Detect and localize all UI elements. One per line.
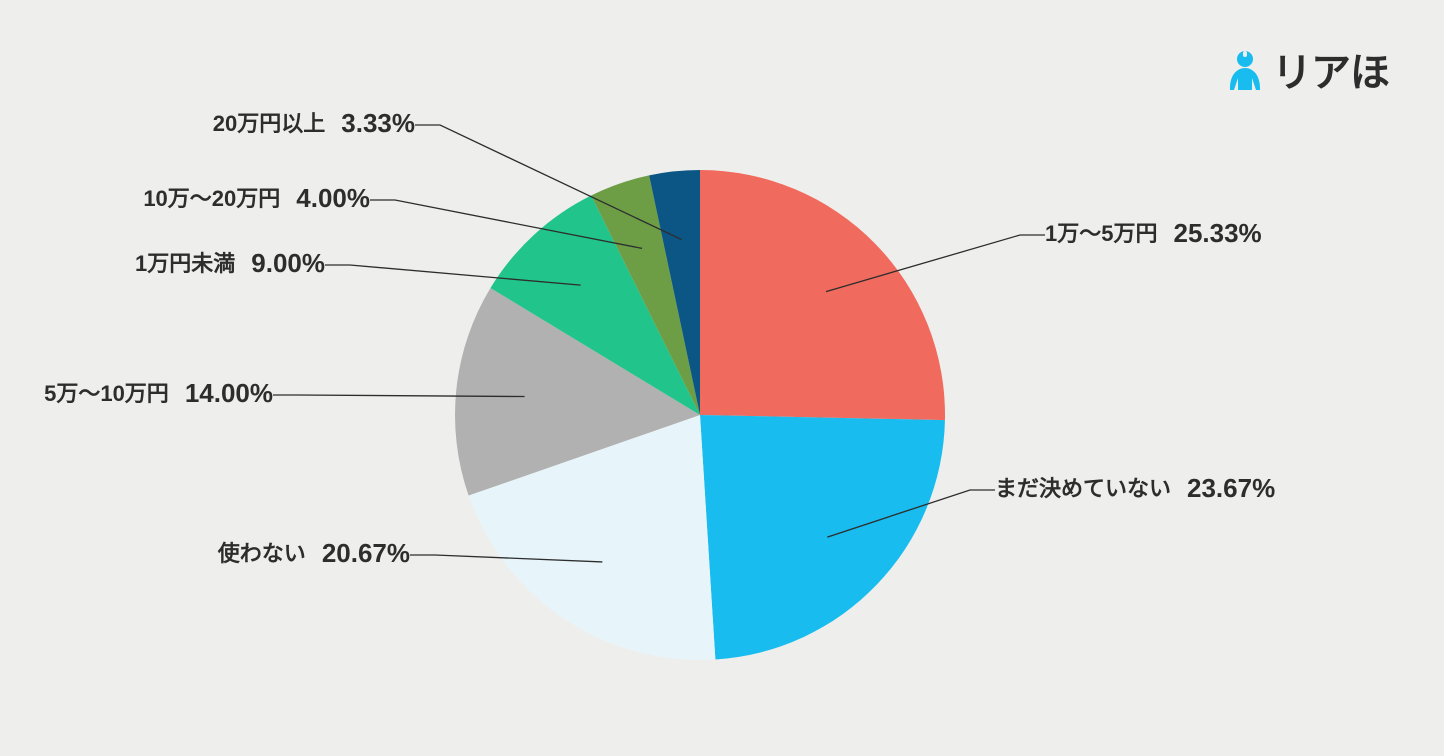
brand-logo-icon (1224, 48, 1266, 90)
pie-slice (700, 415, 945, 660)
brand-logo-text: リアほ (1272, 40, 1389, 98)
slice-label: 1万円未満 9.00% (135, 248, 325, 278)
slice-label: 10万〜20万円 4.00% (143, 183, 370, 213)
slice-label: 20万円以上 3.33% (213, 108, 415, 138)
slice-label: 1万〜5万円 25.33% (1045, 218, 1262, 248)
slice-label: 使わない 20.67% (217, 538, 410, 568)
pie-chart: 1万〜5万円 25.33% まだ決めていない 23.67% 使わない 20.67% 5… (0, 0, 1444, 756)
pie-slice (700, 170, 945, 420)
slice-label: まだ決めていない 23.67% (995, 473, 1275, 503)
slice-label: 5万〜10万円 14.00% (44, 378, 273, 408)
brand-logo: リアほ (1224, 40, 1389, 98)
